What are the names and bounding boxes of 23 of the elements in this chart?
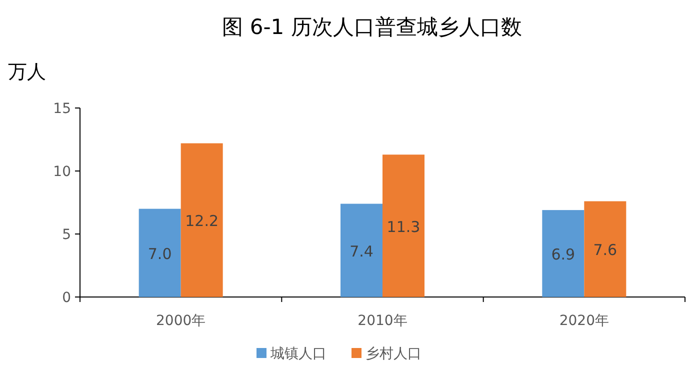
y-axis-title: 万人 (8, 61, 46, 83)
legend-label: 乡村人口 (366, 346, 422, 362)
data-label: 12.2 (185, 212, 219, 230)
data-label: 6.9 (551, 246, 576, 264)
bar (382, 154, 424, 297)
legend-label: 城镇人口 (270, 346, 326, 362)
data-label: 7.0 (148, 244, 172, 263)
y-tick-label: 10 (53, 164, 71, 180)
bar (138, 208, 181, 297)
bar (180, 143, 223, 297)
x-tick-label: 2000年 (156, 313, 206, 329)
y-tick-label: 0 (62, 290, 71, 306)
chart-title: 图 6-1 历次人口普查城乡人口数 (222, 15, 522, 39)
y-tick-label: 5 (62, 227, 71, 243)
y-tick-label: 15 (53, 101, 71, 117)
x-tick-label: 2020年 (559, 313, 609, 329)
data-label: 7.6 (593, 241, 618, 260)
x-tick-label: 2010年 (358, 313, 408, 329)
data-label: 7.4 (350, 242, 374, 260)
bar (584, 201, 626, 297)
bar (542, 210, 584, 297)
data-label: 11.3 (386, 218, 420, 236)
bar (340, 204, 382, 297)
